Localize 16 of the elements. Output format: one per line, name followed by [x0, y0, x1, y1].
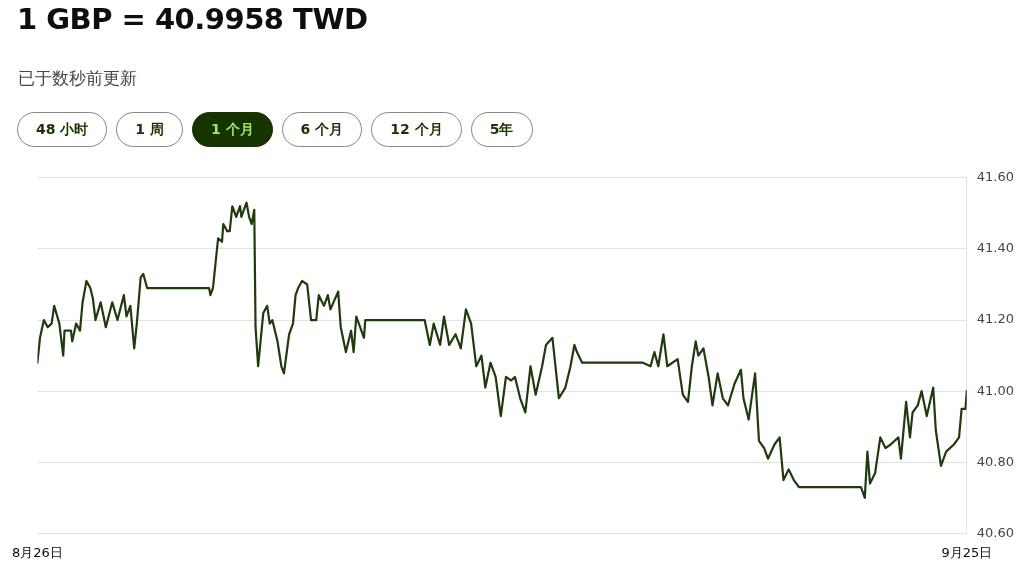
text: 1 个月 [191, 112, 273, 147]
x-tick-label: 9月25日 [941, 544, 993, 560]
text: 1 周 [116, 112, 183, 147]
x-tick-label: 8月26日 [11, 544, 63, 560]
y-tick-label: 41.60 [976, 169, 1014, 185]
y-tick-label: 41.00 [976, 382, 1014, 398]
y-tick-label: 40.80 [976, 453, 1014, 469]
text: 5年 [470, 112, 533, 147]
chart-subtitle: 已于数秒前更新 [18, 67, 137, 90]
text: 6 个月 [281, 112, 363, 147]
chart-title: 1 GBP = 40.9958 TWD [17, 2, 368, 36]
y-tick-label: 41.20 [976, 311, 1014, 327]
y-tick-label: 41.40 [976, 240, 1014, 256]
text: 12 个月 [371, 112, 462, 147]
text: 48 小时 [17, 112, 108, 147]
y-tick-label: 40.60 [976, 524, 1014, 540]
